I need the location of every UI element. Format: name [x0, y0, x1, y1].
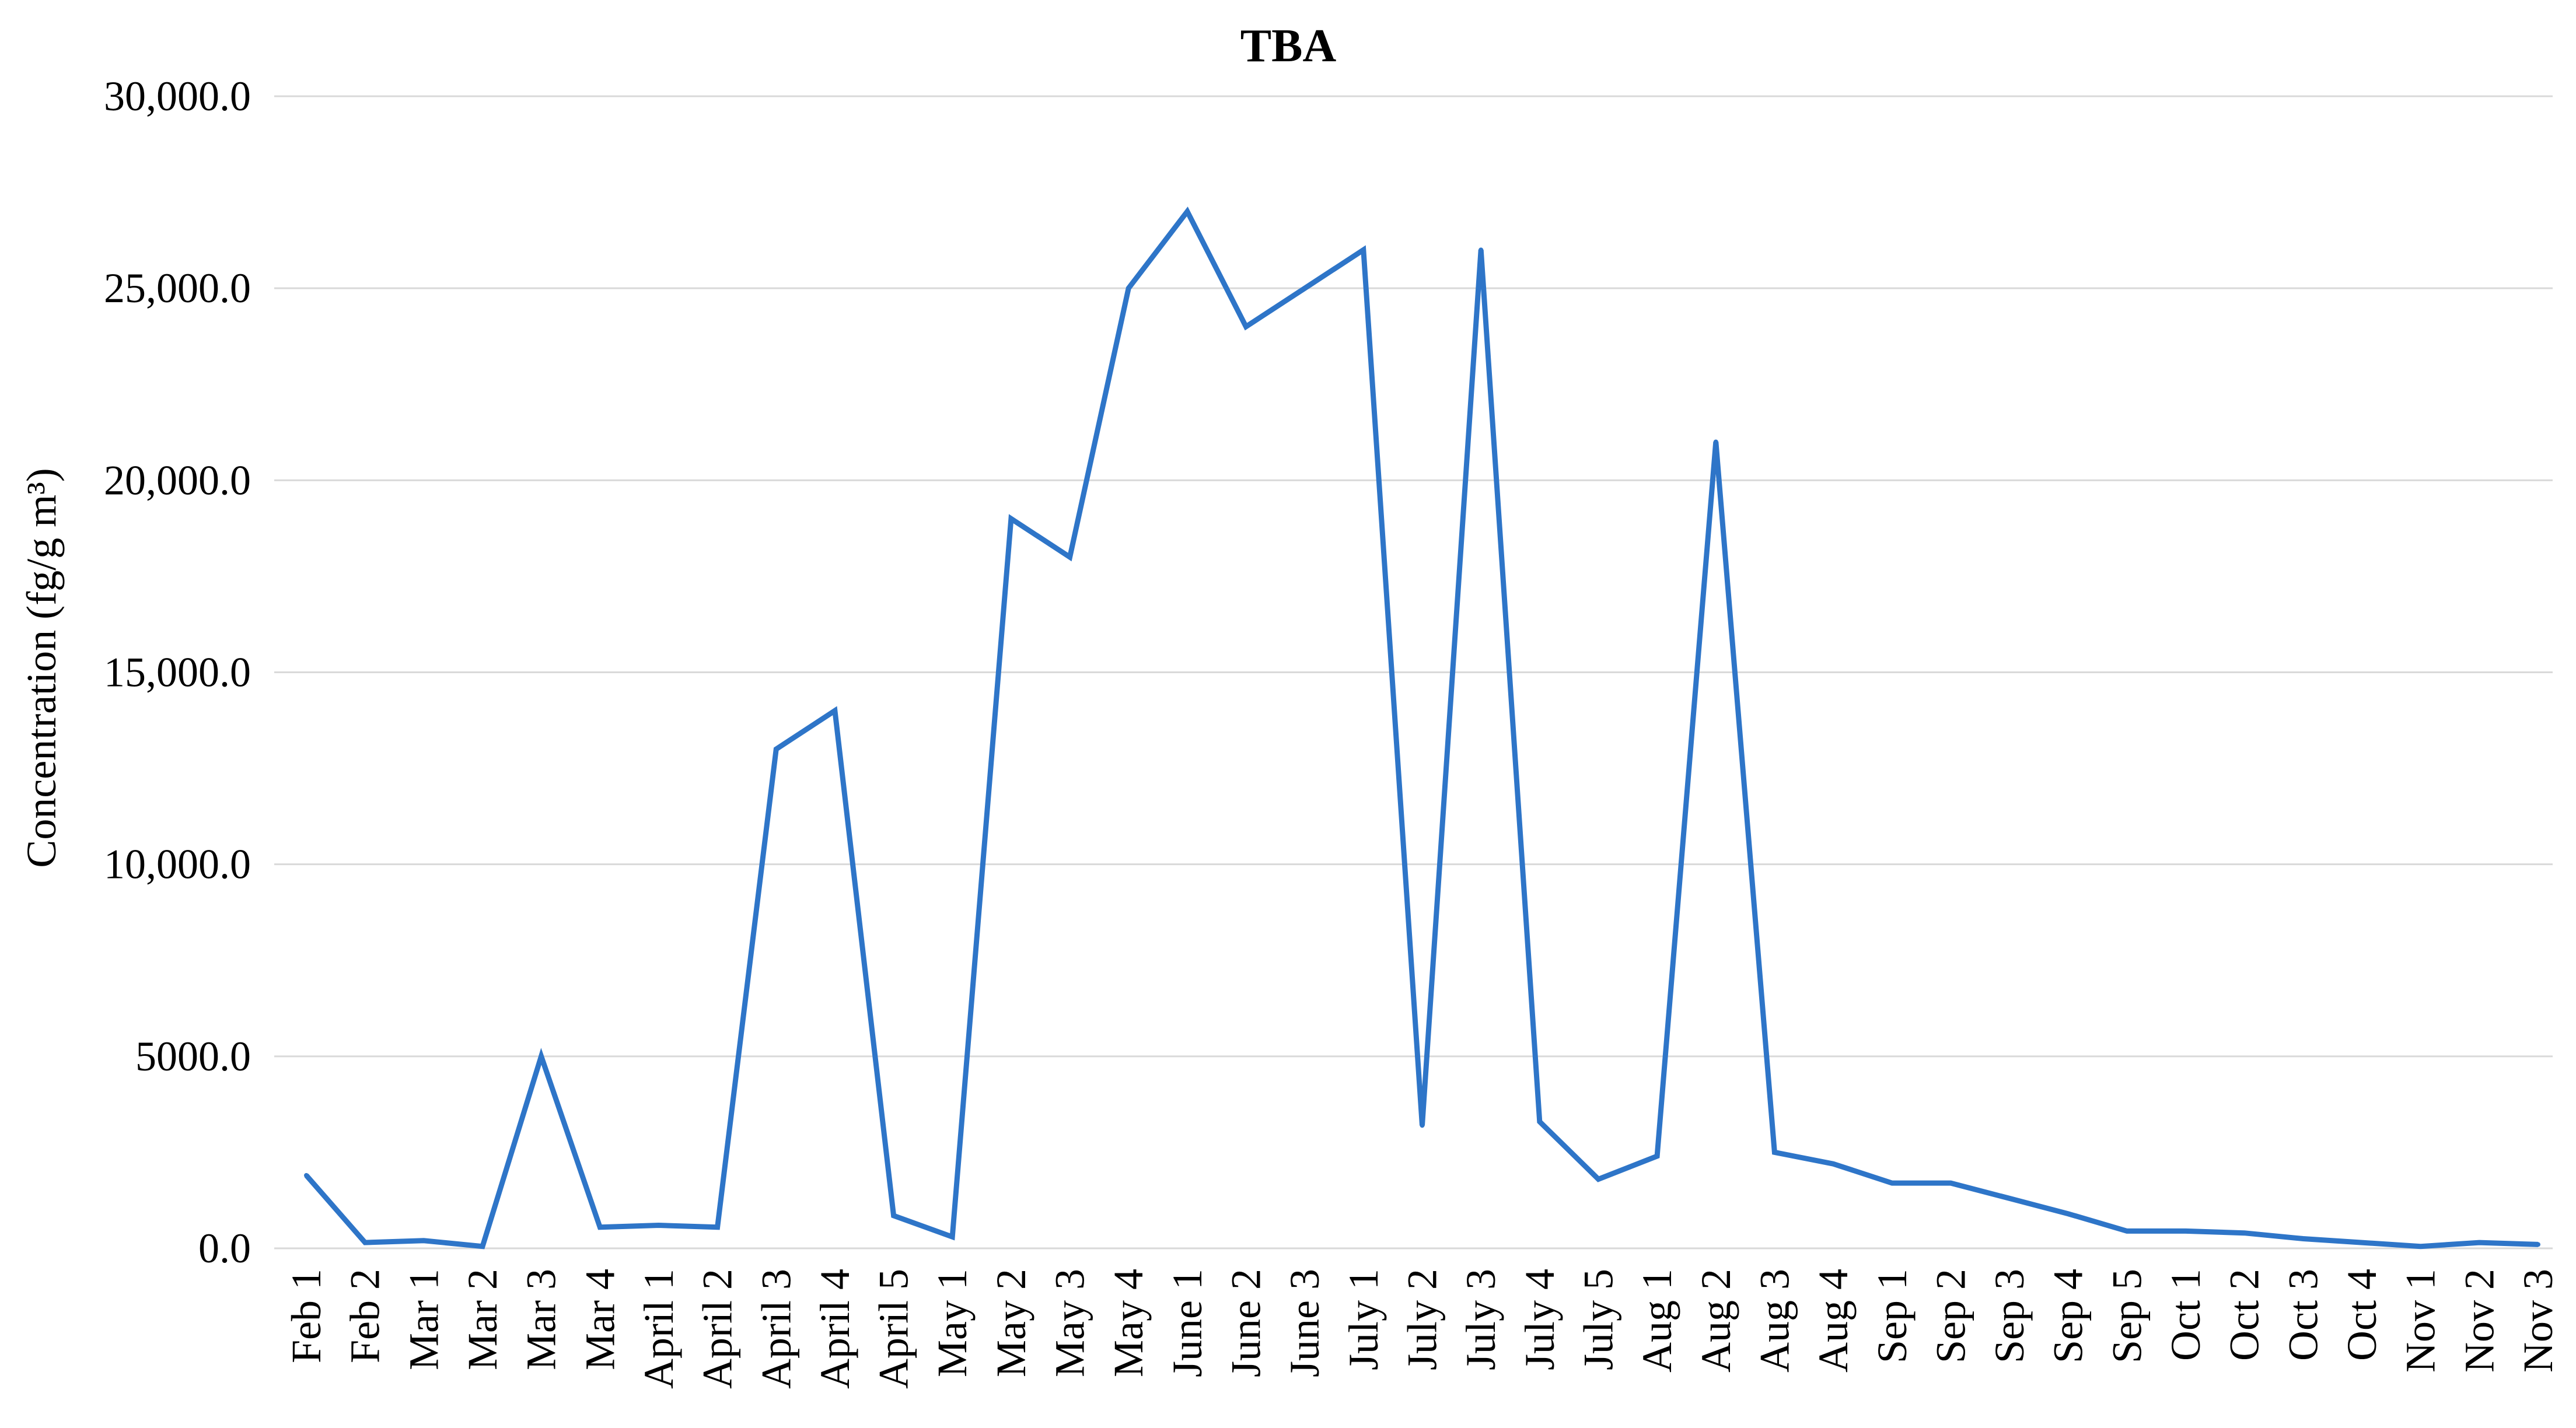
data-point	[1067, 555, 1072, 559]
x-tick-label: Aug 4	[1810, 1269, 1857, 1373]
x-tick-label: Oct 3	[2280, 1269, 2326, 1361]
data-point	[539, 1054, 544, 1059]
x-tick-label: Sep 4	[2045, 1269, 2092, 1363]
data-point	[1420, 1123, 1425, 1128]
x-tick-label: May 4	[1105, 1269, 1152, 1377]
x-tick-label: Aug 2	[1693, 1269, 1739, 1373]
x-tick-label: Oct 2	[2221, 1269, 2268, 1361]
data-point	[304, 1172, 309, 1178]
y-tick-label: 5000.0	[135, 1033, 251, 1080]
y-tick-label: 15,000.0	[104, 649, 251, 696]
data-point	[2360, 1240, 2365, 1245]
data-point	[1479, 247, 1484, 253]
x-tick-label: Oct 1	[2162, 1269, 2209, 1361]
data-point	[1126, 286, 1131, 291]
y-tick-label: 30,000.0	[104, 73, 251, 120]
x-tick-label: June 2	[1223, 1269, 1270, 1377]
x-tick-label: Sep 1	[1869, 1269, 1916, 1363]
data-point	[832, 708, 837, 713]
x-tick-label: Feb 1	[283, 1269, 330, 1363]
data-point	[2536, 1242, 2540, 1247]
data-point	[2301, 1236, 2306, 1241]
data-point	[1008, 516, 1013, 522]
x-tick-label: May 1	[929, 1269, 976, 1377]
x-tick-label: Feb 2	[342, 1269, 389, 1363]
data-point	[2065, 1211, 2071, 1216]
data-point	[1772, 1150, 1777, 1155]
x-tick-label: April 4	[812, 1269, 858, 1389]
x-tick-labels: Feb 1 Feb 2 Mar 1 Mar 2 Mar 3 Mar 4 April 1 Apr…	[283, 1269, 2561, 1389]
x-tick-label: Oct 4	[2339, 1269, 2385, 1361]
data-point	[1361, 247, 1366, 253]
x-tick-label: April 2	[694, 1269, 741, 1389]
x-tick-label: Sep 5	[2103, 1269, 2150, 1363]
x-tick-label: June 1	[1164, 1269, 1211, 1377]
data-point	[950, 1234, 955, 1240]
x-tick-label: Sep 2	[1927, 1269, 1974, 1363]
y-tick-label: 10,000.0	[104, 841, 251, 888]
series-layer	[304, 206, 2540, 1250]
data-point	[715, 1224, 720, 1230]
data-point	[2124, 1228, 2130, 1234]
x-tick-label: April 1	[635, 1269, 682, 1389]
x-tick-label: Mar 4	[576, 1269, 623, 1370]
data-point	[597, 1224, 603, 1230]
data-point	[480, 1244, 485, 1249]
data-point	[1537, 1119, 1542, 1124]
x-tick-label: July 4	[1516, 1269, 1563, 1370]
y-axis-label: Concentration (fg/g m³)	[18, 468, 65, 867]
x-tick-label: Aug 1	[1634, 1269, 1680, 1373]
x-tick-label: July 2	[1399, 1269, 1446, 1370]
data-point	[2418, 1244, 2423, 1249]
data-point	[421, 1238, 427, 1243]
data-point	[1655, 1154, 1660, 1158]
data-point	[891, 1213, 896, 1219]
gridlines	[274, 95, 2553, 1250]
x-tick-label: May 3	[1047, 1269, 1093, 1377]
data-point	[2183, 1228, 2189, 1234]
x-tick-label: Aug 3	[1751, 1269, 1798, 1373]
data-point	[1243, 324, 1249, 329]
x-tick-label: July 1	[1340, 1269, 1387, 1370]
x-tick-label: June 3	[1281, 1269, 1328, 1377]
data-point	[2477, 1240, 2482, 1245]
x-tick-label: Sep 3	[1986, 1269, 2033, 1363]
x-tick-label: April 5	[871, 1269, 917, 1389]
x-tick-label: Nov 2	[2456, 1269, 2502, 1373]
x-tick-label: Mar 3	[518, 1269, 565, 1370]
data-point	[1889, 1181, 1895, 1186]
y-tick-labels: 0.0 5000.0 10,000.0 15,000.0 20,000.0 25,000.…	[104, 73, 251, 1272]
chart-title: TBA	[1240, 20, 1337, 72]
x-tick-label: Nov 3	[2515, 1269, 2561, 1373]
data-point	[774, 747, 779, 752]
data-point	[1302, 286, 1308, 291]
data-point	[2242, 1230, 2247, 1236]
data-point	[1713, 439, 1718, 444]
x-tick-label: Mar 1	[400, 1269, 447, 1370]
y-tick-label: 0.0	[198, 1225, 251, 1272]
y-tick-label: 25,000.0	[104, 265, 251, 312]
x-tick-label: Nov 1	[2397, 1269, 2444, 1373]
x-tick-label: July 5	[1575, 1269, 1621, 1370]
data-point	[1596, 1177, 1601, 1182]
y-tick-label: 20,000.0	[104, 457, 251, 503]
data-point	[656, 1223, 661, 1228]
data-point	[2007, 1196, 2012, 1201]
data-point	[1184, 209, 1190, 214]
x-tick-label: May 2	[988, 1269, 1034, 1377]
x-tick-label: Mar 2	[459, 1269, 506, 1370]
x-tick-label: April 3	[753, 1269, 799, 1389]
data-point	[362, 1240, 368, 1245]
data-point	[1831, 1161, 1836, 1167]
x-tick-label: July 3	[1457, 1269, 1504, 1370]
data-point	[1948, 1181, 1953, 1186]
